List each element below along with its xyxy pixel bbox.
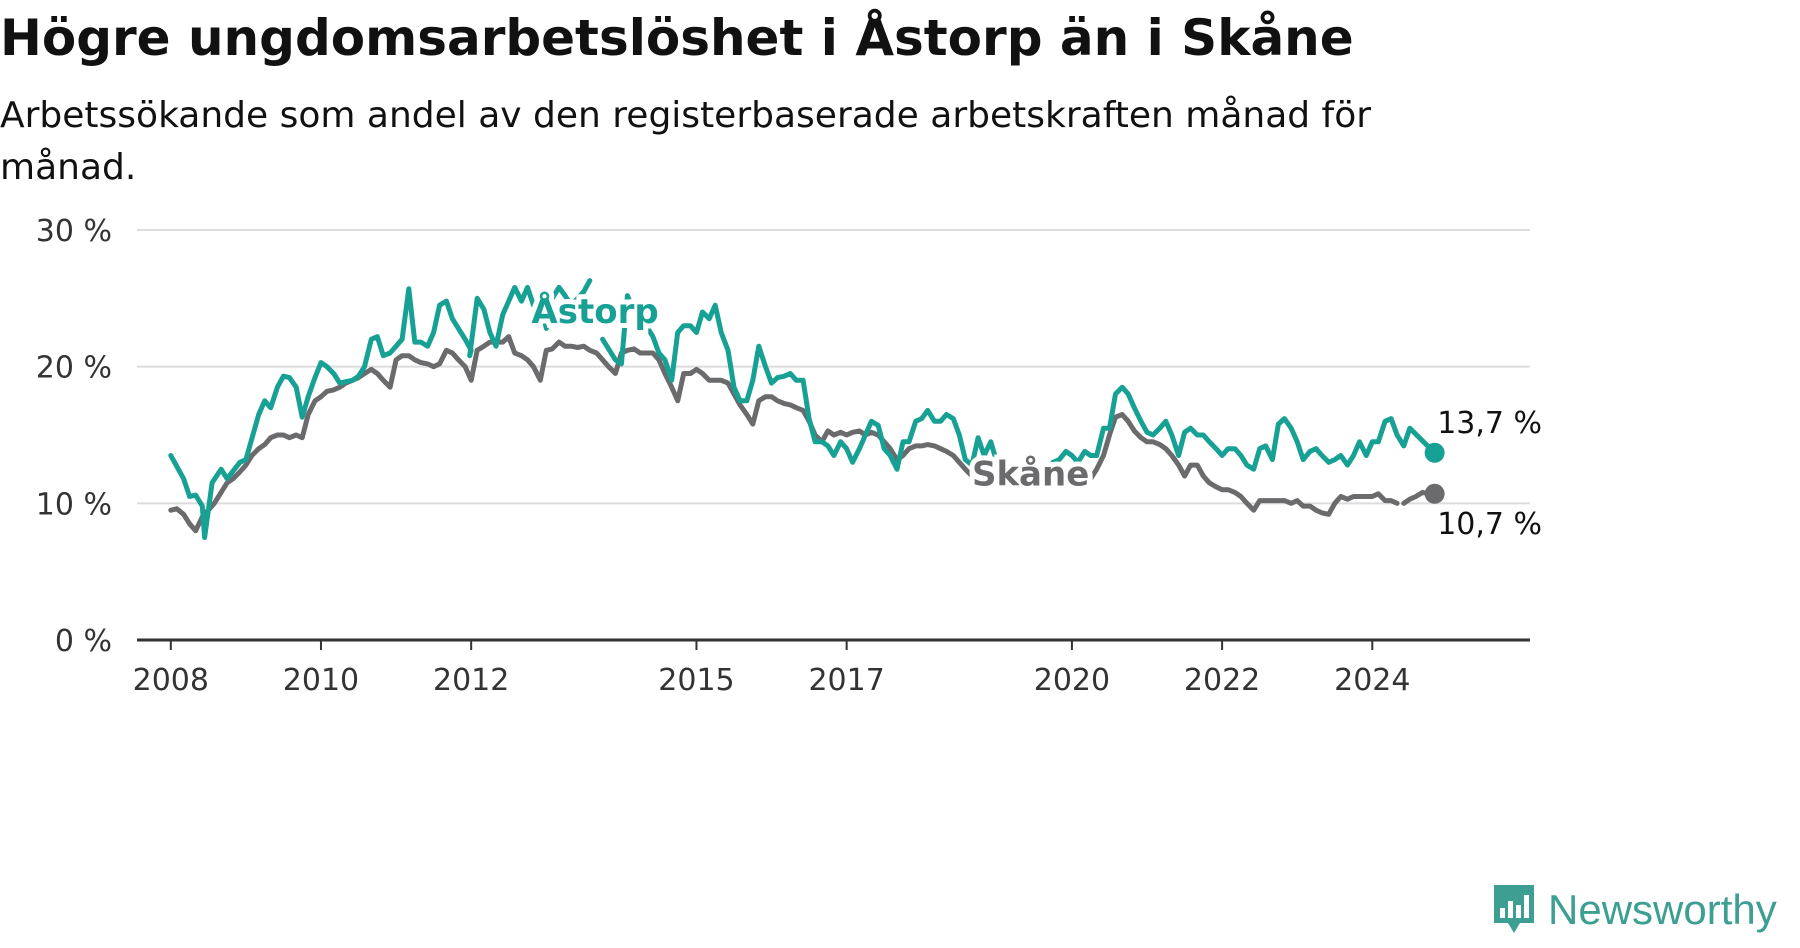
end-point-skane <box>1424 483 1445 504</box>
gridlines <box>137 229 1530 505</box>
series-labels: 10,7 % 13,7 % Åstorp Skåne <box>526 286 1545 545</box>
series-line-skane <box>168 334 1000 534</box>
chart-subtitle: Arbetssökande som andel av den registerb… <box>0 95 1372 188</box>
x-tick-label: 2017 <box>808 663 884 698</box>
end-value-label: 13,7 % <box>1437 406 1542 441</box>
x-tick-label: 2015 <box>658 663 734 698</box>
x-axis: 2008 2010 2012 2015 2017 2020 2022 2024 <box>133 638 1530 698</box>
newsworthy-logo-icon <box>1494 885 1534 933</box>
y-axis-ticks: 0 % 10 % 20 % 30 % <box>36 214 112 659</box>
x-tick-label: 2024 <box>1334 663 1410 698</box>
series-line-astorp <box>600 293 1000 472</box>
x-tick-label: 2012 <box>433 663 509 698</box>
series-name-label: Åstorp <box>531 291 658 332</box>
x-tick-label: 2008 <box>133 663 209 698</box>
y-tick-label: 20 % <box>36 351 112 386</box>
series-lines <box>168 278 1445 540</box>
x-tick-label: 2022 <box>1184 663 1260 698</box>
series-name-label: Skåne <box>972 455 1089 495</box>
newsworthy-brand: Newsworthy <box>1490 880 1777 940</box>
end-value-label: 10,7 % <box>1437 507 1542 542</box>
series-line-astorp <box>1044 384 1438 472</box>
y-tick-label: 0 % <box>55 624 112 659</box>
brand-name: Newsworthy <box>1548 886 1777 933</box>
series-line-skane <box>1069 412 1400 517</box>
end-point-astorp <box>1424 442 1445 463</box>
y-tick-label: 10 % <box>36 487 112 522</box>
x-tick-label: 2010 <box>283 663 359 698</box>
x-tick-label: 2020 <box>1034 663 1110 698</box>
series-line-astorp <box>168 278 593 540</box>
y-tick-label: 30 % <box>36 214 112 249</box>
chart-title: Högre ungdomsarbetslöshet i Åstorp än i … <box>0 9 1354 67</box>
